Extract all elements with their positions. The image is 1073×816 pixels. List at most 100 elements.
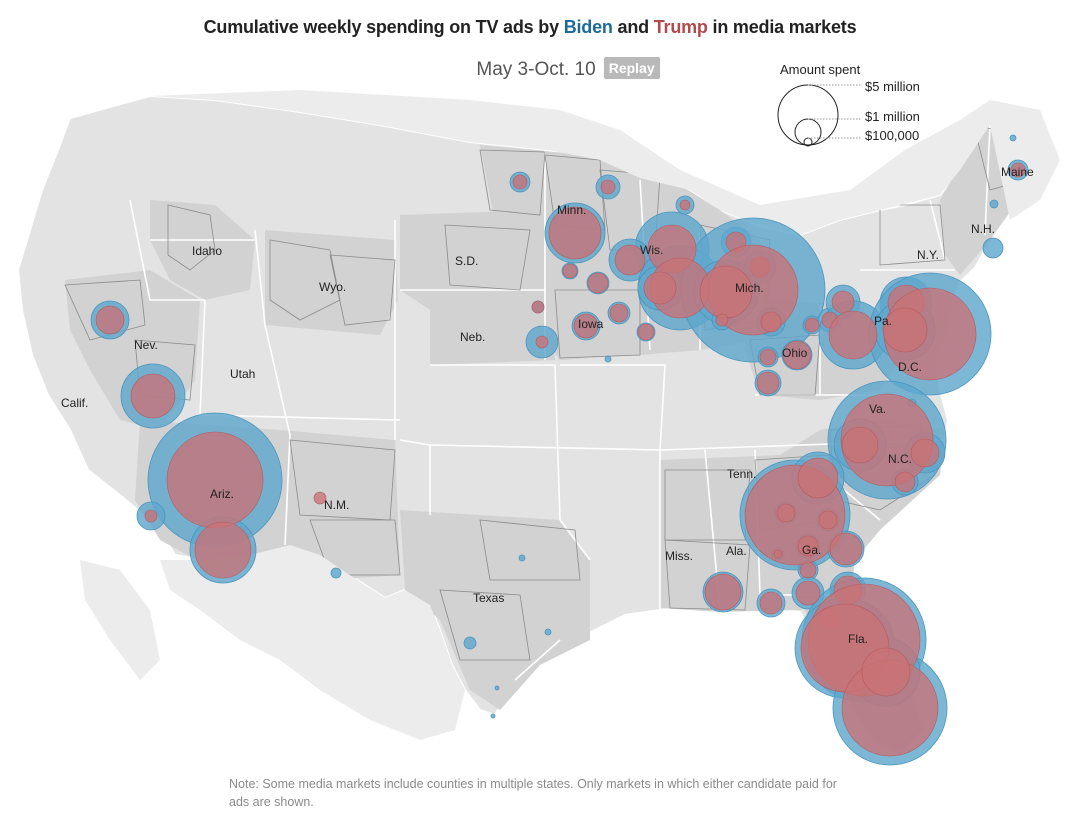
trump-market-bubble: [894, 471, 916, 493]
trump-market-bubble: [797, 535, 819, 557]
state-label-iowa: Iowa: [578, 317, 604, 331]
state-label-california: Calif.: [61, 396, 88, 410]
size-legend: Amount spent $5 million $1 million $100,…: [768, 60, 958, 155]
trump-market-bubble: [715, 313, 729, 327]
trump-market-bubble: [831, 290, 855, 314]
state-label-utah: Utah: [230, 367, 255, 381]
shaded-texas: [400, 510, 590, 710]
trump-market-bubble: [1010, 162, 1026, 178]
trump-market-bubble: [828, 310, 878, 360]
mexico-land: [160, 545, 465, 740]
state-labels: Idaho Wyo. S.D. Minn. Wis. Mich. N.Y. Ma…: [61, 165, 1034, 646]
state-label-pennsylvania: Pa.: [874, 314, 892, 328]
trump-market-bubble: [840, 393, 934, 487]
date-row: May 3-Oct. 10 Replay: [0, 57, 1073, 81]
footnote: Note: Some media markets include countie…: [229, 777, 837, 809]
trump-market-bubble: [759, 348, 777, 366]
trump-market-bubble: [799, 561, 817, 579]
shaded-nebraska: [430, 295, 555, 365]
trump-market-bubble: [704, 573, 742, 611]
biden-market-bubble: [544, 628, 552, 636]
state-label-mississippi: Miss.: [665, 549, 693, 563]
trump-market-bubble: [760, 311, 782, 333]
biden-market-bubble: [1009, 134, 1017, 142]
state-label-georgia: Ga.: [802, 543, 821, 557]
title-trump: Trump: [653, 17, 708, 37]
trump-market-bubble: [600, 179, 616, 195]
biden-market-bubble: [463, 636, 477, 650]
trump-market-bubble: [194, 521, 252, 579]
trump-market-bubble: [562, 263, 578, 279]
trump-market-bubble: [756, 371, 780, 395]
trump-market-bubble: [643, 271, 677, 305]
title-prefix: Cumulative weekly spending on TV ads by: [203, 17, 564, 37]
trump-market-bubble: [313, 491, 327, 505]
trump-market-bubble: [882, 307, 928, 353]
biden-market-bubble: [989, 199, 999, 209]
state-label-tennessee: Tenn.: [727, 467, 756, 481]
trump-market-bubble: [776, 503, 796, 523]
trump-market-bubble: [910, 438, 940, 468]
state-label-north-carolina: N.C.: [888, 452, 912, 466]
legend-label-1m: $1 million: [865, 109, 920, 124]
state-label-ohio: Ohio: [782, 346, 808, 360]
trump-market-bubble: [512, 174, 528, 190]
trump-market-bubble: [548, 206, 602, 260]
state-label-nevada: Nev.: [134, 338, 158, 352]
state-label-idaho: Idaho: [192, 244, 222, 258]
legend-graphic: [777, 84, 862, 147]
trump-market-bubble: [531, 300, 545, 314]
trump-market-bubble: [95, 305, 125, 335]
trump-market-bubble: [609, 303, 629, 323]
chart-title: Cumulative weekly spending on TV ads by …: [0, 17, 1060, 38]
state-label-wisconsin: Wis.: [640, 243, 663, 257]
title-biden: Biden: [563, 17, 613, 37]
state-label-texas: Texas: [473, 591, 504, 605]
trump-market-bubble: [130, 373, 176, 419]
state-label-minnesota: Minn.: [557, 203, 586, 217]
biden-market-bubble: [494, 685, 500, 691]
biden-market-bubble: [518, 554, 526, 562]
trump-market-bubble: [637, 323, 655, 341]
state-label-virginia: Va.: [869, 402, 886, 416]
market-bubbles: [90, 134, 1029, 766]
trump-market-bubble: [573, 313, 599, 339]
state-label-dc: D.C.: [898, 360, 922, 374]
state-label-alabama: Ala.: [726, 544, 747, 558]
state-label-arizona: Ariz.: [210, 487, 234, 501]
shaded-northwest: [150, 200, 255, 300]
shaded-wyoming: [265, 230, 398, 335]
trump-market-bubble: [166, 431, 264, 529]
biden-market-bubble: [330, 567, 342, 579]
biden-market-bubble: [604, 355, 612, 363]
legend-label-5m: $5 million: [865, 79, 920, 94]
trump-market-bubble: [818, 510, 838, 530]
canada-land: [150, 90, 1060, 235]
baja-land: [80, 560, 160, 680]
state-label-new-hampshire: N.H.: [971, 222, 995, 236]
biden-market-bubble: [490, 713, 496, 719]
biden-market-bubble: [982, 237, 1004, 259]
state-label-south-dakota: S.D.: [455, 254, 478, 268]
trump-market-bubble: [587, 272, 609, 294]
state-label-maine: Maine: [1001, 165, 1034, 179]
trump-market-bubble: [782, 340, 812, 370]
trump-market-bubble: [773, 549, 783, 559]
trump-market-bubble: [144, 509, 158, 523]
trump-market-bubble: [804, 317, 820, 333]
trump-market-bubble: [861, 647, 911, 697]
replay-button[interactable]: Replay: [603, 57, 660, 79]
trump-market-bubble: [679, 199, 691, 211]
date-range: May 3-Oct. 10: [476, 59, 596, 80]
trump-market-bubble: [829, 532, 863, 566]
title-and: and: [612, 17, 654, 37]
state-label-wyoming: Wyo.: [319, 280, 346, 294]
trump-market-bubble: [795, 580, 821, 606]
trump-market-bubble: [535, 335, 549, 349]
title-suffix: in media markets: [707, 17, 857, 37]
legend-title: Amount spent: [780, 62, 861, 77]
trump-market-bubble: [841, 426, 879, 464]
trump-market-bubble: [797, 457, 839, 499]
trump-market-bubble: [614, 244, 646, 276]
